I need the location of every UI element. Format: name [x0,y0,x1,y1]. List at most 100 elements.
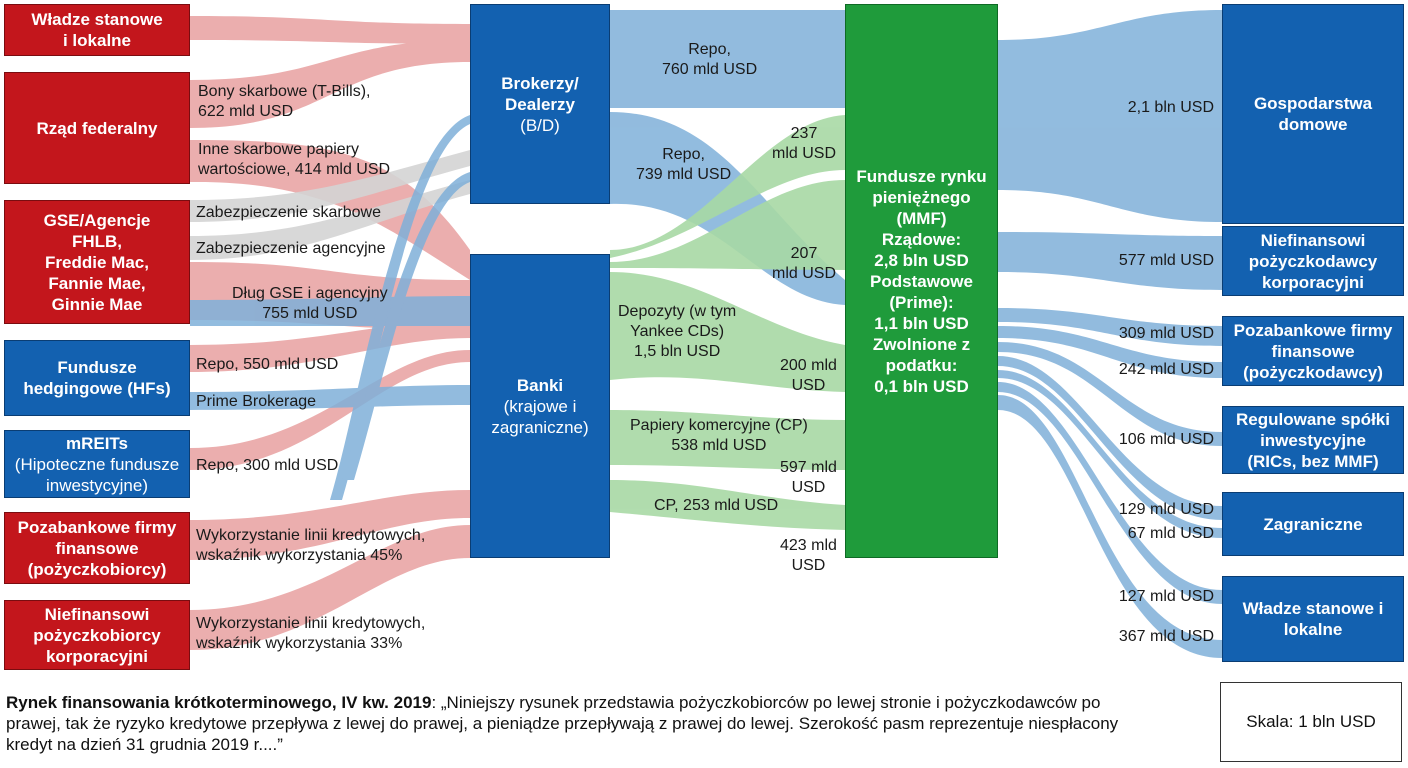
caption-text: : „Niniejszy rysunek przedstawia pożyczk… [6,693,1119,754]
label-prime-brokerage: Prime Brokerage [196,392,316,412]
label-hf-repo: Repo, 550 mld USD [196,355,338,375]
label-line: 597 mld [780,459,837,476]
label: Zagraniczne [1263,514,1363,534]
lender-regulated-investment-companies: Regulowane spółki inwestycyjne (RICs, be… [1222,406,1404,474]
label-foreign-67: 67 mld USD [1128,524,1214,544]
label: Władze stanowe i [1242,599,1384,618]
label-line: 423 mld [780,537,837,554]
label: Freddie Mac, [45,252,149,272]
label: pożyczkobiorcy [33,625,161,645]
label: (krajowe i [503,396,577,416]
flow-cp-538 [610,410,845,470]
label: Fannie Mae, [48,273,146,293]
label: 1,1 bln USD [874,313,969,333]
flow-cp-253 [610,480,845,530]
label: (pożyczkodawcy) [1243,362,1383,382]
label-line: wskaźnik wykorzystania 45% [196,547,403,564]
label-line: 309 mld USD [1118,325,1214,342]
flow-other-treasury [190,140,470,280]
label-state-127: 127 mld USD [1119,587,1214,607]
flow-credit-lines-33 [190,525,470,650]
label-line: 200 mld [780,357,837,374]
label-line: Zabezpieczenie skarbowe [196,204,381,221]
label: (Prime): [889,292,954,312]
label-nbfi-242: 242 mld USD [1119,360,1214,380]
label: 0,1 bln USD [874,376,969,396]
label: i lokalne [62,31,132,50]
label-line: 538 mld USD [671,437,767,454]
label-repo-760: Repo, 760 mld USD [662,40,757,80]
label-tbills: Bony skarbowe (T-Bills), 622 mld USD [198,82,371,122]
caption-title: Rynek finansowania krótkoterminowego, IV… [6,693,432,712]
label-597: 597 mld USD [780,458,837,498]
label-line: Wykorzystanie linii kredytowych, [196,527,426,544]
figure-caption: Rynek finansowania krótkoterminowego, IV… [6,692,1146,755]
label-line: Depozyty (w tym [618,303,737,320]
label: Podstawowe [870,271,973,291]
label: Władze stanowe [31,10,163,29]
label: (pożyczkobiorcy) [27,559,167,579]
flow-nbfi-242 [998,326,1222,378]
lender-state-local: Władze stanowe i lokalne [1222,576,1404,662]
flow-foreign-129 [998,356,1222,520]
flow-households [998,10,1222,222]
label: Niefinansowi [44,604,150,624]
label-other-treasury: Inne skarbowe papiery wartościowe, 414 m… [198,140,390,180]
label: Banki [516,375,564,395]
label-line: 755 mld USD [262,305,358,322]
borrower-nonbank-financial: Pozabankowe firmy finansowe (pożyczkobio… [4,512,190,584]
borrower-hedge-funds: Fundusze hedgingowe (HFs) [4,340,190,416]
label-line: Inne skarbowe papiery [198,141,359,158]
flow-prime-brokerage [190,385,470,410]
scale-label: Skala: 1 bln USD [1246,712,1376,731]
label: pieniężnego [872,187,971,207]
flow-tbills-to-dealers [190,40,470,128]
node-broker-dealers: Brokerzy/ Dealerzy (B/D) [470,4,610,204]
label: Ginnie Mae [51,294,143,314]
label-line: 242 mld USD [1118,361,1214,378]
label: lokalne [1283,620,1343,639]
label-line: Dług GSE i agencyjny [232,285,388,302]
label-line: Zabezpieczenie agencyjne [196,240,386,257]
label-line: 207 [790,245,818,262]
label: hedgingowe (HFs) [23,379,171,398]
borrower-gse-agencies: GSE/Agencje FHLB, Freddie Mac, Fannie Ma… [4,200,190,324]
label: GSE/Agencje [43,210,151,230]
label-line: Papiery komercyjne (CP) [630,417,808,434]
label-treasury-collateral: Zabezpieczenie skarbowe [196,203,381,223]
node-money-market-funds: Fundusze rynku pieniężnego (MMF) Rządowe… [845,4,998,558]
flow-deposits [610,272,845,392]
lender-nonfinancial-corporate: Niefinansowi pożyczkodawcy korporacyjni [1222,226,1404,296]
flow-credit-lines-45 [190,490,470,560]
label-line: 2,1 bln USD [1127,99,1214,116]
label: (MMF) [896,208,947,228]
flow-nbfi-309 [998,308,1222,346]
label-line: Bony skarbowe (T-Bills), [198,83,371,100]
label-line: 129 mld USD [1118,501,1214,518]
label-line: 577 mld USD [1118,252,1214,269]
label-line: 237 [790,125,818,142]
label: Regulowane spółki [1236,409,1390,429]
label: mREITs [65,433,129,453]
label: Rządowe: [881,229,962,249]
label-line: 367 mld USD [1118,628,1214,645]
label: Zwolnione z [872,334,971,354]
lender-foreign: Zagraniczne [1222,492,1404,556]
label-line: Yankee CDs) [630,323,725,340]
flow-mreit-repo [190,350,470,470]
borrower-federal-government: Rząd federalny [4,72,190,184]
label-households: 2,1 bln USD [1128,98,1214,118]
label-line: CP, 253 mld USD [654,497,779,514]
label-line: wskaźnik wykorzystania 33% [196,635,403,652]
label: korporacyjni [1261,272,1365,292]
label: 2,8 bln USD [874,250,969,270]
flow-repo-760 [610,10,845,108]
label-line: USD [791,557,826,574]
label-423: 423 mld USD [780,536,837,576]
borrower-state-local: Władze stanowe i lokalne [4,4,190,56]
label: Brokerzy/ [501,73,579,93]
label-line: Repo, 300 mld USD [196,457,339,474]
label-mreit-repo: Repo, 300 mld USD [196,456,338,476]
label-line: Repo, 550 mld USD [196,356,339,373]
